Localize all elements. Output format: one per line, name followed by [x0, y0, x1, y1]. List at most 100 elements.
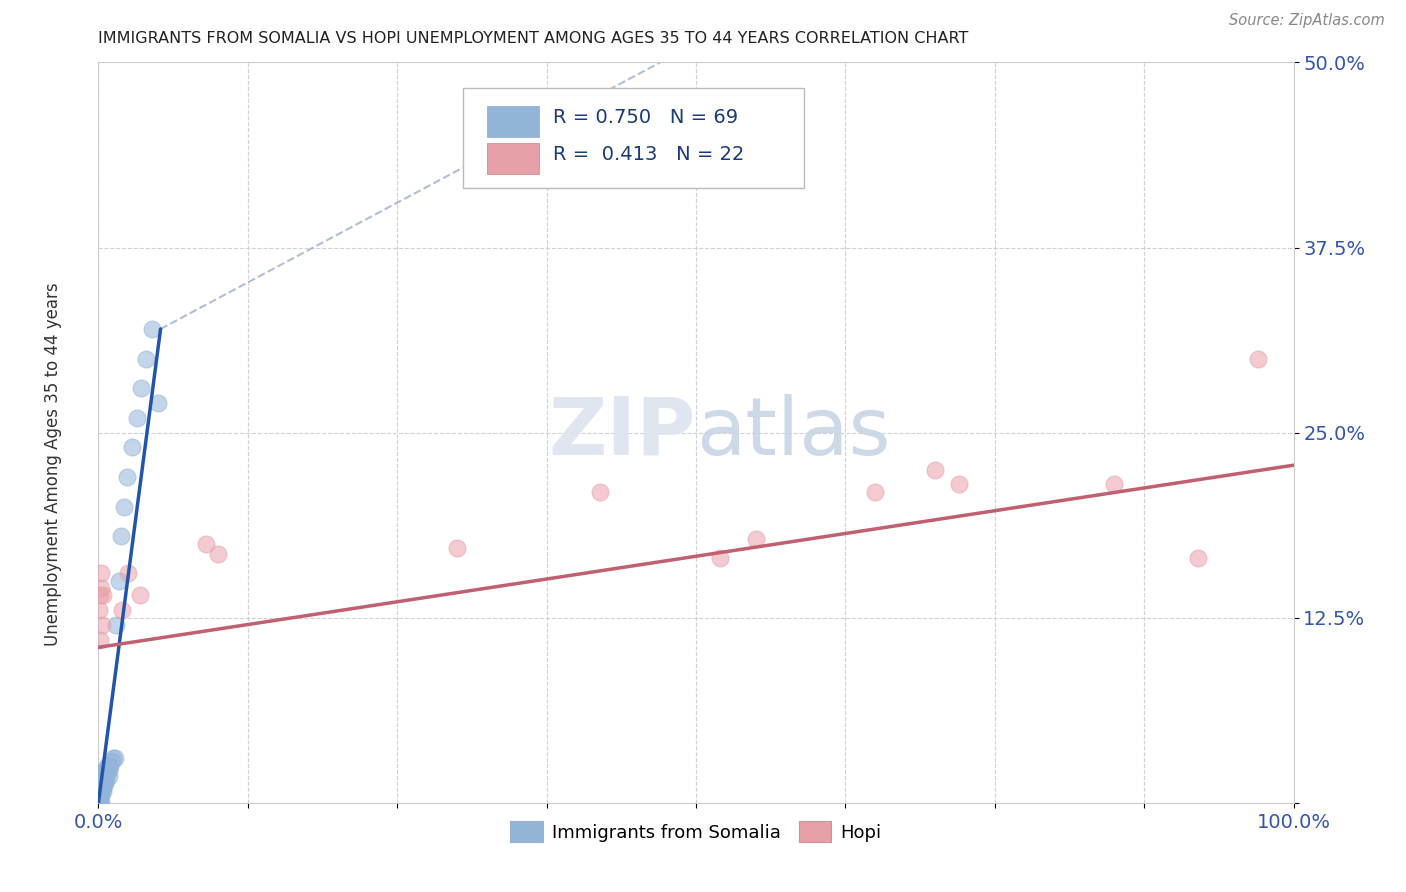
Point: [97, 769, 120, 783]
Point: [98, 758, 122, 772]
Point: [93, 778, 115, 792]
Point: [90, 784, 112, 798]
Point: [89, 796, 111, 810]
Point: [87, 796, 110, 810]
Point: [129, 589, 152, 603]
Point: [125, 410, 148, 425]
Point: [865, 484, 887, 499]
Point: [101, 751, 124, 765]
Point: [89, 796, 111, 810]
Point: [90, 773, 112, 788]
Point: [93, 766, 115, 780]
Point: [207, 547, 229, 561]
Text: R =  0.413   N = 22: R = 0.413 N = 22: [553, 145, 744, 164]
Point: [89, 589, 111, 603]
Point: [115, 470, 138, 484]
Point: [89, 769, 111, 783]
Point: [87, 766, 110, 780]
Text: Unemployment Among Ages 35 to 44 years: Unemployment Among Ages 35 to 44 years: [45, 282, 62, 646]
Legend: Immigrants from Somalia, Hopi: Immigrants from Somalia, Hopi: [503, 814, 889, 849]
FancyBboxPatch shape: [486, 106, 540, 137]
Point: [87, 789, 110, 803]
Point: [89, 769, 111, 783]
Point: [91, 769, 114, 783]
Point: [89, 796, 111, 810]
Point: [89, 780, 111, 795]
Point: [90, 581, 112, 595]
Point: [97, 758, 120, 772]
Point: [1247, 351, 1270, 366]
Point: [89, 789, 111, 803]
Point: [87, 796, 110, 810]
Point: [87, 796, 110, 810]
Point: [91, 780, 114, 795]
Text: Source: ZipAtlas.com: Source: ZipAtlas.com: [1229, 13, 1385, 29]
Point: [446, 541, 468, 555]
Point: [111, 603, 134, 617]
Point: [1187, 551, 1209, 566]
Point: [135, 351, 157, 366]
Point: [94, 766, 117, 780]
Point: [90, 778, 112, 792]
Point: [948, 477, 970, 491]
Point: [89, 789, 111, 803]
Point: [91, 784, 114, 798]
Text: atlas: atlas: [696, 393, 890, 472]
Point: [107, 574, 129, 588]
Point: [89, 778, 111, 792]
Point: [745, 533, 768, 547]
Point: [87, 796, 110, 810]
Point: [96, 758, 118, 772]
Point: [87, 603, 110, 617]
Point: [87, 789, 110, 803]
Point: [87, 780, 110, 795]
FancyBboxPatch shape: [463, 88, 804, 188]
Point: [96, 773, 118, 788]
Point: [91, 618, 114, 632]
Point: [91, 780, 114, 795]
Point: [90, 566, 112, 581]
Point: [87, 784, 110, 798]
Point: [105, 618, 128, 632]
Point: [94, 773, 117, 788]
Point: [89, 773, 111, 788]
Point: [121, 441, 143, 455]
Point: [89, 789, 111, 803]
FancyBboxPatch shape: [486, 143, 540, 174]
Point: [96, 766, 118, 780]
Point: [141, 322, 163, 336]
Point: [589, 484, 612, 499]
Point: [709, 551, 731, 566]
Point: [195, 536, 218, 550]
Point: [87, 773, 110, 788]
Point: [91, 766, 114, 780]
Point: [89, 778, 111, 792]
Point: [98, 763, 121, 777]
Point: [90, 789, 112, 803]
Point: [131, 381, 153, 395]
Point: [90, 796, 112, 810]
Point: [89, 796, 111, 810]
Point: [103, 751, 125, 765]
Point: [1104, 477, 1126, 491]
Point: [110, 529, 132, 543]
Point: [148, 396, 170, 410]
Text: R = 0.750   N = 69: R = 0.750 N = 69: [553, 109, 738, 128]
Point: [117, 566, 139, 581]
Point: [89, 784, 111, 798]
Point: [87, 796, 110, 810]
Point: [89, 632, 111, 647]
Point: [89, 780, 111, 795]
Point: [112, 500, 135, 514]
Text: ZIP: ZIP: [548, 393, 696, 472]
Point: [90, 789, 112, 803]
Point: [93, 773, 115, 788]
Point: [87, 780, 110, 795]
Point: [91, 589, 114, 603]
Point: [924, 462, 946, 476]
Point: [87, 796, 110, 810]
Point: [89, 789, 111, 803]
Point: [87, 784, 110, 798]
Point: [87, 773, 110, 788]
Point: [100, 755, 122, 769]
